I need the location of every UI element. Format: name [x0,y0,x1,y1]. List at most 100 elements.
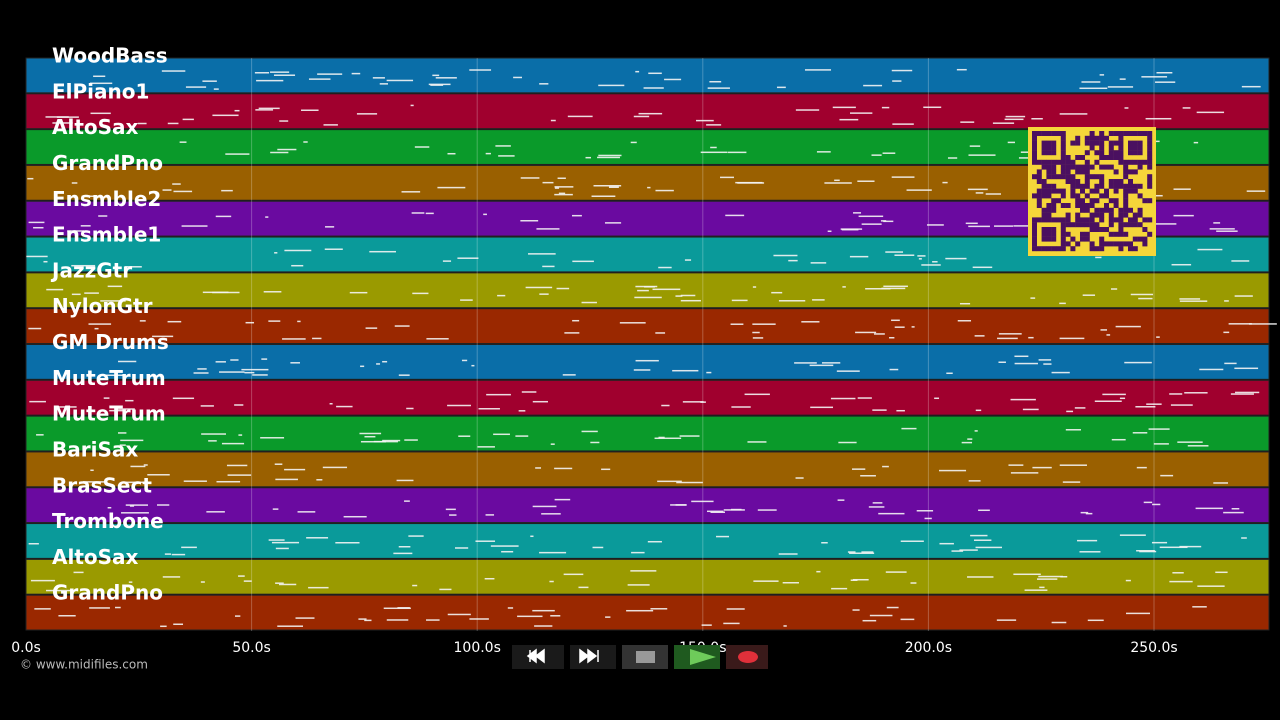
forward-button[interactable] [570,645,616,669]
note [1141,76,1168,78]
qr-cell [1046,231,1052,237]
note [1155,223,1177,225]
qr-cell [1123,131,1129,136]
note [885,251,904,253]
note [911,326,915,328]
note [119,444,126,446]
note [682,401,704,403]
note [45,116,69,118]
note [539,83,549,85]
note [1124,361,1152,364]
note [208,440,217,442]
qr-cell [1147,174,1153,180]
note [710,146,717,149]
note [358,618,367,620]
note [821,542,828,544]
note [33,226,44,229]
qr-cell [1084,231,1090,237]
note [601,468,611,471]
note [244,371,255,374]
note [550,615,561,617]
qr-cell [1094,174,1100,180]
note [752,323,776,325]
track-band [25,415,1270,452]
qr-cell [1056,198,1061,204]
qr-cell [1142,159,1148,165]
note [892,80,902,82]
note [295,617,315,619]
qr-cell [1118,131,1124,136]
note [1182,107,1191,109]
note [998,333,1022,335]
note [430,84,444,86]
note [536,228,560,230]
qr-cell [1123,203,1129,208]
note [670,504,687,506]
qr-cell [1036,193,1042,199]
note [94,327,99,330]
qr-cell [1051,198,1057,204]
qr-cell [1128,217,1133,223]
record-button[interactable] [726,645,768,669]
note [720,176,734,179]
note [1004,118,1024,121]
note [778,300,806,302]
note [261,358,268,360]
qr-cell [1108,150,1114,156]
qr-cell [1060,227,1066,232]
note [1110,288,1118,290]
note [1031,118,1043,120]
qr-cell [1080,203,1085,208]
note [852,468,866,470]
note [857,397,872,399]
qr-cell [1051,188,1057,194]
note [850,112,873,114]
note [137,122,147,125]
qr-cell [1142,227,1148,232]
qr-cell [1084,183,1090,189]
note [707,87,730,89]
rewind-button[interactable] [512,645,564,669]
qr-cell [1075,193,1081,199]
note [598,154,622,157]
qr-cell [1147,155,1153,160]
transport [512,645,768,669]
track-labels: WoodBass ElPiano1 AltoSax GrandPno Ensmble2 E… [50,44,169,605]
qr-cell [1060,231,1066,237]
note [627,584,650,586]
note [794,362,817,364]
note [1216,230,1238,232]
qr-cell [1094,159,1100,165]
qr-cell [1132,183,1138,189]
qr-cell [1099,145,1105,151]
note [1014,362,1038,365]
qr-cell [1084,203,1090,208]
note [1151,541,1168,544]
note [542,265,555,268]
track-name: AltoSax [52,545,139,569]
note [608,186,619,188]
note [1115,325,1141,328]
qr-cell [1118,150,1124,156]
note [939,469,967,472]
stop-button[interactable] [622,645,668,669]
qr-cell [1051,207,1057,213]
note [631,551,645,554]
note [501,550,514,553]
play-button[interactable] [674,645,720,669]
note [265,216,269,218]
note [28,543,39,545]
note [297,511,316,513]
note [549,580,554,583]
qr-cell [1137,159,1143,165]
note [1172,572,1184,574]
qr-cell [1128,145,1133,151]
qr-cell [1070,193,1076,199]
note [725,214,745,217]
qr-cell [1147,164,1153,170]
qr-cell [1104,155,1109,160]
qr-cell [1084,150,1090,156]
note [1028,336,1034,339]
qr-cell [1108,145,1114,151]
note [700,151,728,154]
